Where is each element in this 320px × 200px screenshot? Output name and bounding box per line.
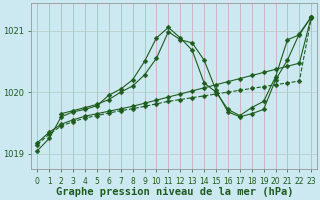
X-axis label: Graphe pression niveau de la mer (hPa): Graphe pression niveau de la mer (hPa) xyxy=(56,187,293,197)
